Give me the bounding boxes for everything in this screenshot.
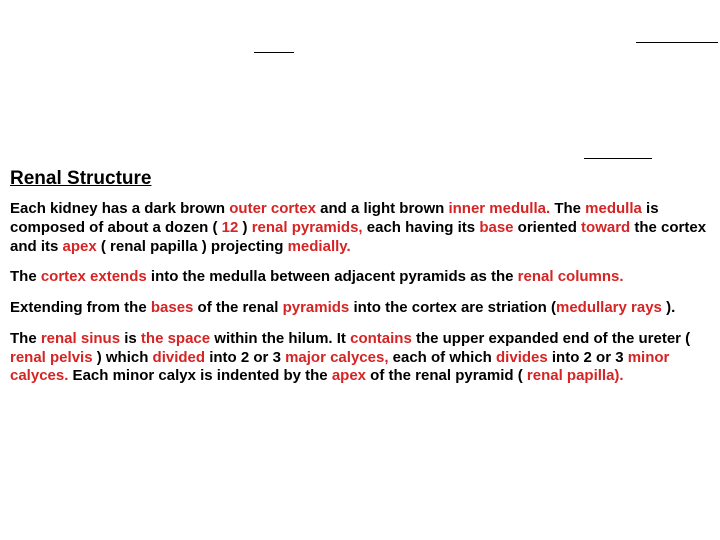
p4-text: into 2 or 3 bbox=[548, 349, 628, 366]
p4-emph: major calyces, bbox=[285, 349, 388, 366]
p4-text: the upper expanded end of the ureter ( bbox=[412, 330, 690, 347]
p3-emph: bases bbox=[151, 299, 194, 316]
p2-emph: renal columns. bbox=[518, 268, 624, 285]
p1-text: oriented bbox=[514, 219, 582, 236]
p4-text: into 2 or 3 bbox=[205, 349, 285, 366]
p3-emph: medullary rays bbox=[556, 299, 662, 316]
p1-text: ( renal papilla ) projecting bbox=[97, 238, 288, 255]
p1-emph: apex bbox=[63, 238, 97, 255]
p4-emph: apex bbox=[332, 367, 366, 384]
decorative-line-2 bbox=[636, 42, 718, 43]
p1-emph: medulla bbox=[585, 200, 642, 217]
p2-text: into the medulla between adjacent pyrami… bbox=[147, 268, 518, 285]
p4-text: Each minor calyx is indented by the bbox=[68, 367, 331, 384]
p1-emph: inner medulla. bbox=[448, 200, 550, 217]
p1-emph: base bbox=[479, 219, 513, 236]
p2-text: The bbox=[10, 268, 41, 285]
p4-text: of the renal pyramid ( bbox=[366, 367, 527, 384]
paragraph-1: Each kidney has a dark brown outer corte… bbox=[10, 200, 710, 256]
paragraph-2: The cortex extends into the medulla betw… bbox=[10, 268, 710, 287]
p4-emph: contains bbox=[350, 330, 412, 347]
p4-emph: the space bbox=[141, 330, 210, 347]
p4-emph: divides bbox=[496, 349, 548, 366]
p3-emph: pyramids bbox=[283, 299, 350, 316]
paragraph-3: Extending from the bases of the renal py… bbox=[10, 299, 710, 318]
p2-emph: cortex extends bbox=[41, 268, 147, 285]
p3-text: Extending from the bbox=[10, 299, 151, 316]
p3-text: ). bbox=[662, 299, 675, 316]
decorative-line-3 bbox=[584, 158, 652, 159]
p3-text: of the renal bbox=[193, 299, 282, 316]
p4-emph: renal papilla). bbox=[527, 367, 624, 384]
section-heading: Renal Structure bbox=[10, 168, 710, 190]
p4-text: is bbox=[120, 330, 141, 347]
decorative-line-1 bbox=[254, 52, 294, 53]
p1-emph: 12 bbox=[222, 219, 239, 236]
content-area: Renal Structure Each kidney has a dark b… bbox=[0, 168, 720, 386]
p4-text: within the hilum. It bbox=[210, 330, 350, 347]
p4-emph: divided bbox=[153, 349, 206, 366]
p1-emph: medially. bbox=[288, 238, 351, 255]
p4-text: ) which bbox=[93, 349, 153, 366]
top-blank-area bbox=[0, 0, 720, 168]
p4-emph: renal sinus bbox=[41, 330, 120, 347]
p4-text: The bbox=[10, 330, 41, 347]
p1-text: ) bbox=[238, 219, 251, 236]
p1-text: each having its bbox=[363, 219, 480, 236]
p1-emph: toward bbox=[581, 219, 630, 236]
p4-text: each of which bbox=[388, 349, 496, 366]
paragraph-4: The renal sinus is the space within the … bbox=[10, 330, 710, 386]
p4-emph: renal pelvis bbox=[10, 349, 93, 366]
p1-text: The bbox=[550, 200, 585, 217]
p1-emph: outer cortex bbox=[229, 200, 316, 217]
p1-text: and a light brown bbox=[316, 200, 449, 217]
p3-text: into the cortex are striation ( bbox=[349, 299, 556, 316]
p1-text: Each kidney has a dark brown bbox=[10, 200, 229, 217]
p1-emph: renal pyramids, bbox=[252, 219, 363, 236]
